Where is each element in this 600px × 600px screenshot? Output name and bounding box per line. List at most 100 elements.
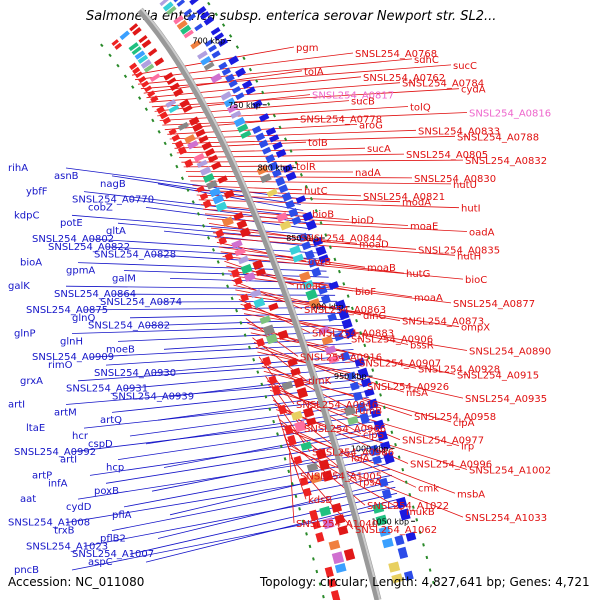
left-connector-line	[71, 415, 375, 453]
left-connector-line	[83, 191, 306, 218]
gene-feature-block	[259, 173, 272, 184]
left-gene-label: SNSL254_A0864	[54, 289, 136, 300]
right-gene-label: SNSL254_A0873	[402, 317, 484, 328]
gene-feature-block	[187, 13, 196, 22]
right-connector-line	[260, 361, 354, 411]
gene-feature-block	[276, 212, 289, 223]
gene-feature-block	[129, 62, 138, 71]
genome-backbone-ring	[137, 7, 382, 600]
gene-feature-block	[231, 239, 243, 249]
gene-feature-block	[309, 509, 319, 522]
gene-feature-block	[295, 195, 307, 204]
left-connector-line	[157, 391, 367, 421]
gene-feature-block	[207, 154, 219, 163]
left-connector-line	[105, 349, 354, 366]
right-gene-label: SNSL254_A0788	[457, 132, 539, 143]
right-gene-label: cydA	[461, 85, 486, 96]
gene-feature-block	[403, 570, 414, 581]
gene-feature-block	[252, 259, 264, 270]
gene-feature-block	[141, 80, 150, 88]
gene-feature-block	[378, 526, 391, 537]
gene-feature-block	[302, 487, 312, 497]
left-connector-line	[77, 262, 327, 272]
right-connector-line	[159, 106, 409, 121]
gene-feature-block	[240, 130, 252, 139]
left-connector-line	[163, 230, 318, 248]
gene-feature-block	[322, 517, 335, 530]
gene-feature-block	[198, 135, 209, 144]
gene-feature-block	[202, 199, 212, 209]
gene-feature-block	[235, 92, 245, 100]
right-gene-label: hutG	[406, 269, 430, 280]
gene-feature-block	[269, 134, 280, 143]
gene-feature-block	[307, 258, 318, 268]
gene-feature-block	[268, 302, 279, 312]
gene-feature-block	[221, 67, 232, 76]
gene-feature-block	[335, 299, 347, 311]
left-gene-label: glnH	[60, 336, 83, 347]
gene-feature-block	[239, 227, 251, 238]
right-gene-label: dinG	[363, 311, 386, 322]
left-connector-line	[65, 468, 391, 524]
right-gene-label: SNSL254_A0817	[312, 91, 394, 102]
left-connector-line	[157, 300, 338, 303]
left-gene-label: hcr	[72, 431, 89, 442]
right-gene-label: SNSL254_A0832	[465, 156, 547, 167]
right-gene-label: tolR	[296, 162, 316, 173]
right-gene-label: moaD	[359, 239, 389, 250]
left-connector-line	[117, 331, 348, 342]
gene-feature-block	[399, 508, 411, 521]
left-gene-label: aat	[20, 494, 36, 505]
gene-feature-block	[162, 1, 174, 12]
gene-feature-block	[293, 455, 303, 465]
gene-feature-block	[230, 268, 240, 278]
gene-feature-block	[253, 297, 266, 309]
right-connector-line	[255, 346, 405, 393]
gene-feature-block	[288, 208, 299, 218]
gene-feature-block	[200, 55, 212, 66]
gene-feature-block	[370, 408, 382, 419]
right-gene-label: mukB	[406, 507, 435, 518]
gene-feature-block	[159, 0, 169, 7]
gene-feature-block	[196, 185, 205, 193]
gene-feature-block	[201, 141, 213, 151]
left-connector-line	[71, 504, 401, 571]
gene-feature-block	[171, 134, 181, 142]
right-gene-label: sdhC	[414, 55, 439, 66]
right-gene-label: bioF	[355, 287, 376, 298]
right-gene-label: SNSL254_A0778	[300, 114, 382, 125]
left-connector-line	[111, 175, 301, 205]
gene-feature-block	[210, 26, 221, 36]
gene-feature-block	[179, 98, 190, 109]
gene-feature-block	[154, 57, 165, 67]
right-gene-label: SNSL254_A0821	[363, 192, 445, 203]
right-gene-label: clpS	[363, 430, 384, 441]
gene-feature-block	[287, 357, 298, 367]
right-gene-label: hutH	[457, 251, 481, 262]
gene-feature-block	[255, 132, 266, 142]
left-gene-label: SNSL254_A1023	[26, 541, 108, 552]
gene-feature-block	[176, 0, 186, 7]
gene-feature-block	[140, 59, 152, 69]
gene-feature-block	[206, 180, 218, 190]
left-gene-label: SNSL254_A0939	[112, 392, 194, 403]
left-gene-label: ltaE	[26, 423, 45, 434]
left-connector-line	[123, 367, 360, 390]
gene-feature-block	[328, 539, 341, 551]
right-gene-label: tolB	[308, 138, 328, 149]
gene-feature-block	[147, 90, 156, 98]
gene-feature-block	[299, 476, 309, 486]
gene-feature-block	[241, 80, 253, 90]
right-connector-line	[157, 100, 350, 117]
gene-feature-block	[265, 154, 276, 164]
right-gene-label: SNSL254_A0816	[469, 109, 551, 120]
right-connector-line	[210, 227, 358, 244]
left-gene-label: SNSL254_A0992	[14, 447, 96, 458]
accession-text: Accession: NC_011080	[8, 575, 145, 589]
right-connector-line	[164, 118, 299, 131]
gene-feature-block	[162, 116, 171, 125]
gene-feature-block	[240, 293, 249, 302]
left-gene-label: pflB2	[100, 534, 126, 545]
right-gene-label: SNSL254_A0833	[418, 126, 500, 137]
